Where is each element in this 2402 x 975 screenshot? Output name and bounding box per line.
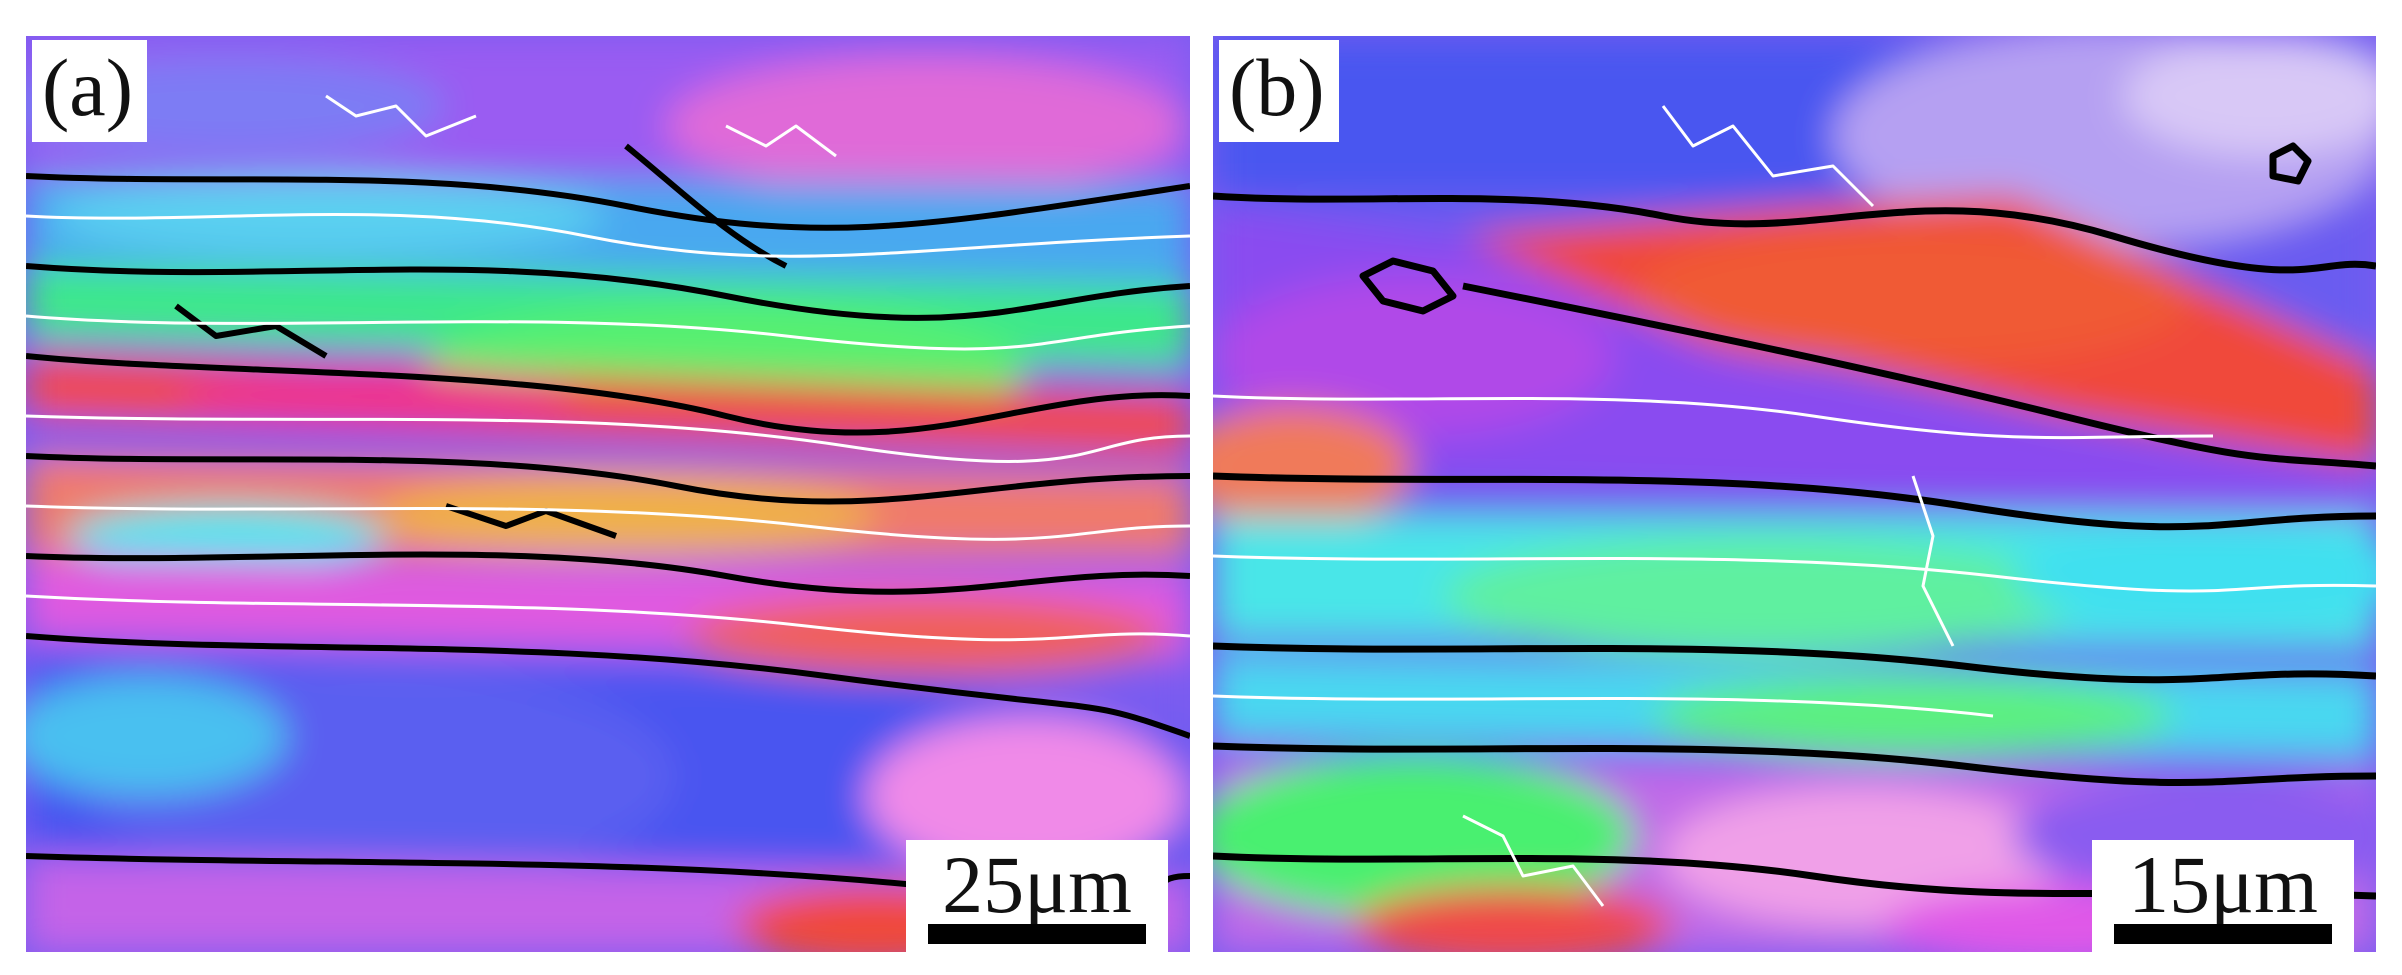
panel-label: (a) <box>32 40 148 142</box>
ebsd-map-panel-a: (a) 25μm <box>26 36 1190 952</box>
scale-bar-line <box>2114 924 2332 944</box>
ebsd-map-panel-b: (b) 15μm <box>1213 36 2376 952</box>
scale-bar: 25μm <box>906 840 1168 952</box>
panel-label: (b) <box>1219 40 1339 142</box>
ipf-map-b <box>1213 36 2376 952</box>
scale-bar: 15μm <box>2092 840 2354 952</box>
scale-bar-line <box>928 924 1146 944</box>
ipf-map-a <box>26 36 1190 952</box>
scale-bar-text: 15μm <box>2128 839 2318 930</box>
scale-bar-text: 25μm <box>942 839 1132 930</box>
